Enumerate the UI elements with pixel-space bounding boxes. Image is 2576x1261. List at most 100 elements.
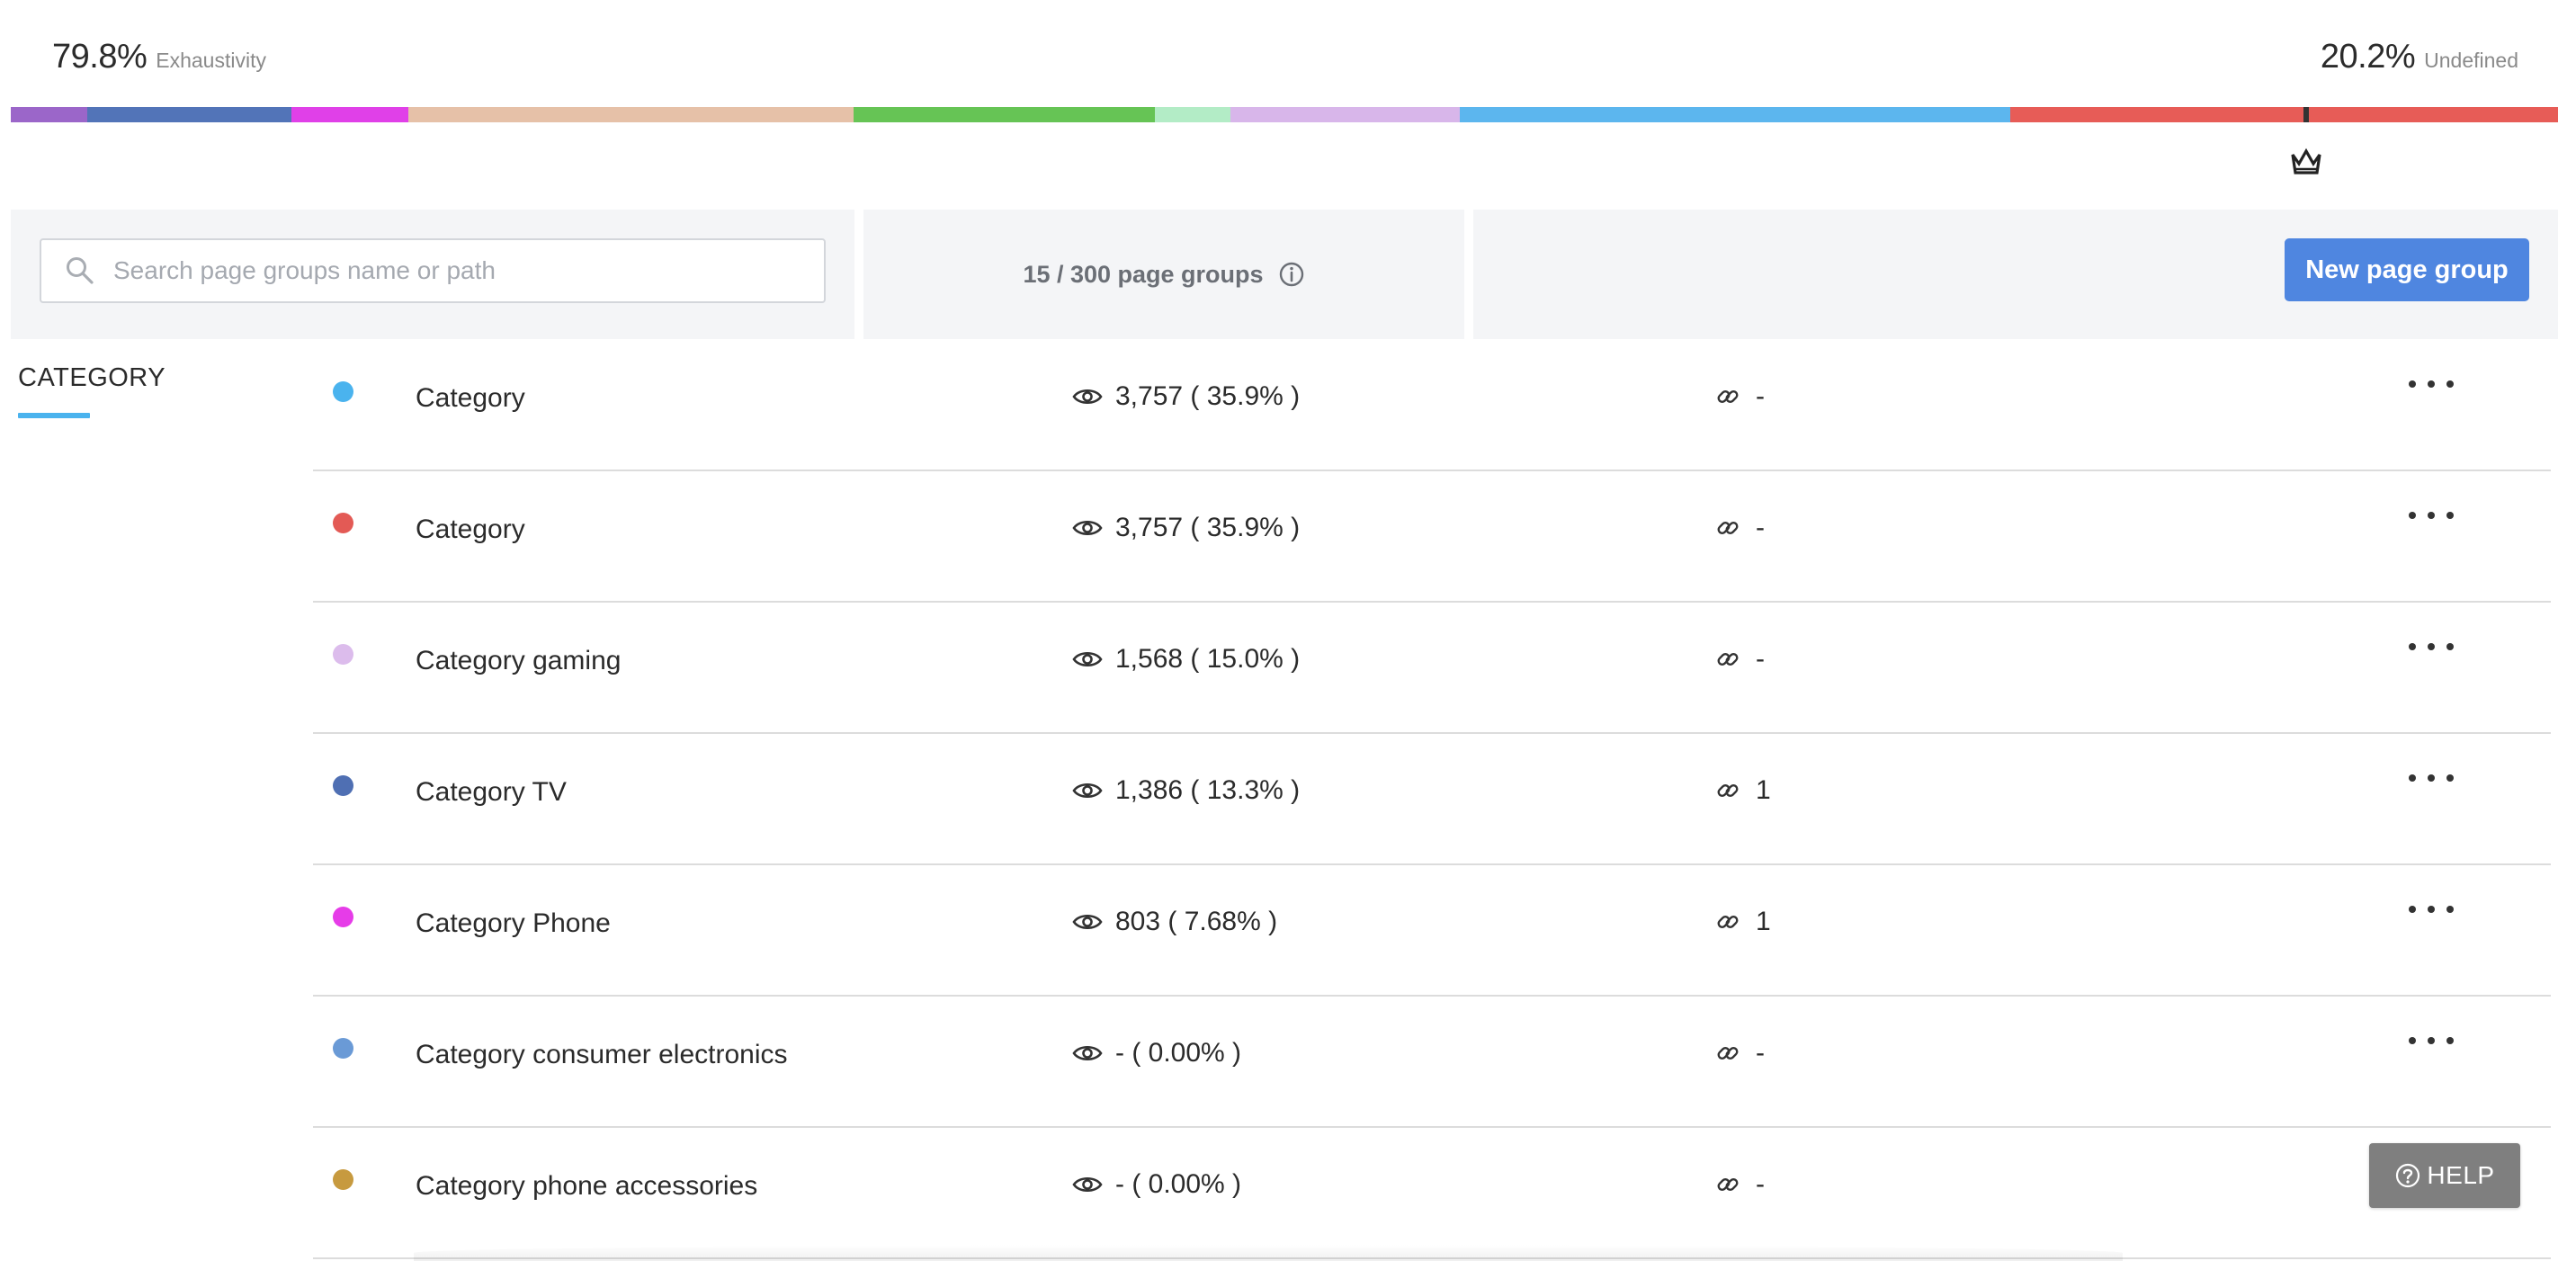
views-value: 1,386 ( 13.3% ) (1115, 775, 1301, 805)
views-cell: 1,386 ( 13.3% ) (1072, 775, 1300, 806)
links-cell: - (1716, 381, 1765, 412)
eye-icon (1072, 389, 1103, 405)
distribution-segment[interactable] (2010, 107, 2558, 122)
color-dot (333, 1169, 353, 1190)
actions-panel: New page group (1473, 210, 2558, 339)
undefined-summary: 20.2% Undefined (2321, 38, 2518, 76)
bottom-shadow (414, 1245, 2123, 1261)
search-panel (11, 210, 854, 339)
exhaustivity-label: Exhaustivity (156, 49, 266, 72)
links-value: - (1756, 513, 1765, 542)
distribution-segment[interactable] (291, 107, 408, 122)
page-group-name: Category (416, 514, 525, 544)
undefined-label: Undefined (2424, 49, 2518, 72)
undefined-percent: 20.2% (2320, 38, 2416, 76)
more-options-icon[interactable] (2409, 633, 2454, 660)
views-cell: - ( 0.00% ) (1072, 1169, 1241, 1200)
link-icon (1717, 784, 1739, 797)
views-cell: 1,568 ( 15.0% ) (1072, 644, 1300, 675)
eye-icon (1072, 1176, 1103, 1193)
link-icon (1717, 1178, 1739, 1191)
links-cell: - (1716, 1038, 1765, 1069)
distribution-marker[interactable] (2303, 107, 2309, 122)
more-options-icon[interactable] (2409, 371, 2454, 398)
color-dot (333, 1038, 353, 1059)
links-cell: 1 (1716, 907, 1771, 937)
links-cell: - (1716, 513, 1765, 543)
distribution-segment[interactable] (1460, 107, 2011, 122)
links-cell: - (1716, 644, 1765, 675)
search-box[interactable] (40, 238, 826, 303)
search-icon (67, 257, 94, 284)
color-dot (333, 775, 353, 796)
more-options-icon[interactable] (2409, 502, 2454, 529)
views-value: 1,568 ( 15.0% ) (1115, 644, 1301, 674)
views-value: 803 ( 7.68% ) (1115, 907, 1278, 936)
list-item[interactable]: Category Phone 803 ( 7.68% ) 1 (313, 865, 2551, 997)
page-group-name: Category TV (416, 777, 567, 807)
links-value: - (1756, 644, 1765, 674)
page-group-name: Category consumer electronics (416, 1040, 788, 1069)
list-item[interactable]: Category consumer electronics - ( 0.00% … (313, 997, 2551, 1128)
views-cell: 803 ( 7.68% ) (1072, 907, 1277, 937)
views-value: - ( 0.00% ) (1115, 1169, 1242, 1199)
more-options-icon[interactable] (2409, 896, 2454, 923)
page-group-name: Category phone accessories (416, 1171, 758, 1201)
views-cell: - ( 0.00% ) (1072, 1038, 1241, 1069)
list-item[interactable]: Category phone accessories - ( 0.00% ) - (313, 1128, 2551, 1259)
views-cell: 3,757 ( 35.9% ) (1072, 381, 1300, 412)
count-panel: 15 / 300 page groups (863, 210, 1464, 339)
eye-icon (1072, 651, 1103, 667)
distribution-segment[interactable] (1154, 107, 1231, 122)
color-dot (333, 381, 353, 402)
eye-icon (1072, 520, 1103, 536)
links-value: - (1756, 1038, 1765, 1068)
views-value: 3,757 ( 35.9% ) (1115, 513, 1301, 542)
color-dot (333, 513, 353, 533)
info-icon[interactable] (1278, 261, 1305, 288)
new-page-group-button[interactable]: New page group (2285, 238, 2529, 301)
links-value: 1 (1756, 907, 1771, 936)
link-icon (1717, 1047, 1739, 1060)
help-label: HELP (2427, 1161, 2495, 1189)
help-button[interactable]: HELP (2369, 1143, 2520, 1208)
views-value: - ( 0.00% ) (1115, 1038, 1242, 1068)
tab-category-label: CATEGORY (18, 363, 166, 392)
crown-icon (2291, 148, 2321, 174)
tab-active-underline (18, 413, 90, 418)
distribution-segment[interactable] (407, 107, 854, 122)
eye-icon (1072, 1045, 1103, 1061)
page-group-name: Category Phone (416, 908, 611, 938)
link-icon (1717, 916, 1739, 928)
distribution-segment[interactable] (86, 107, 291, 122)
views-value: 3,757 ( 35.9% ) (1115, 381, 1301, 411)
links-cell: - (1716, 1169, 1765, 1200)
page-group-name: Category (416, 383, 525, 413)
links-value: - (1756, 381, 1765, 411)
search-input[interactable] (113, 256, 815, 285)
more-options-icon[interactable] (2409, 765, 2454, 791)
question-icon (2396, 1163, 2420, 1188)
link-icon (1717, 653, 1739, 666)
eye-icon (1072, 783, 1103, 799)
color-dot (333, 907, 353, 927)
page-group-name: Category gaming (416, 646, 622, 675)
tab-category[interactable]: CATEGORY (18, 363, 165, 418)
link-icon (1717, 522, 1739, 534)
list-item[interactable]: Category 3,757 ( 35.9% ) - (313, 471, 2551, 603)
list-item[interactable]: Category 3,757 ( 35.9% ) - (313, 340, 2551, 471)
list-item[interactable]: Category gaming 1,568 ( 15.0% ) - (313, 603, 2551, 734)
links-value: 1 (1756, 775, 1771, 805)
distribution-segment[interactable] (1230, 107, 1461, 122)
distribution-segment[interactable] (854, 107, 1155, 122)
views-cell: 3,757 ( 35.9% ) (1072, 513, 1300, 543)
distribution-segment[interactable] (11, 107, 87, 122)
link-icon (1717, 390, 1739, 403)
page-group-count: 15 / 300 page groups (1023, 260, 1264, 288)
page-group-list: Category 3,757 ( 35.9% ) - Category 3,75… (313, 340, 2551, 1259)
list-item[interactable]: Category TV 1,386 ( 13.3% ) 1 (313, 734, 2551, 865)
eye-icon (1072, 914, 1103, 930)
links-cell: 1 (1716, 775, 1771, 806)
more-options-icon[interactable] (2409, 1027, 2454, 1054)
color-dot (333, 644, 353, 665)
